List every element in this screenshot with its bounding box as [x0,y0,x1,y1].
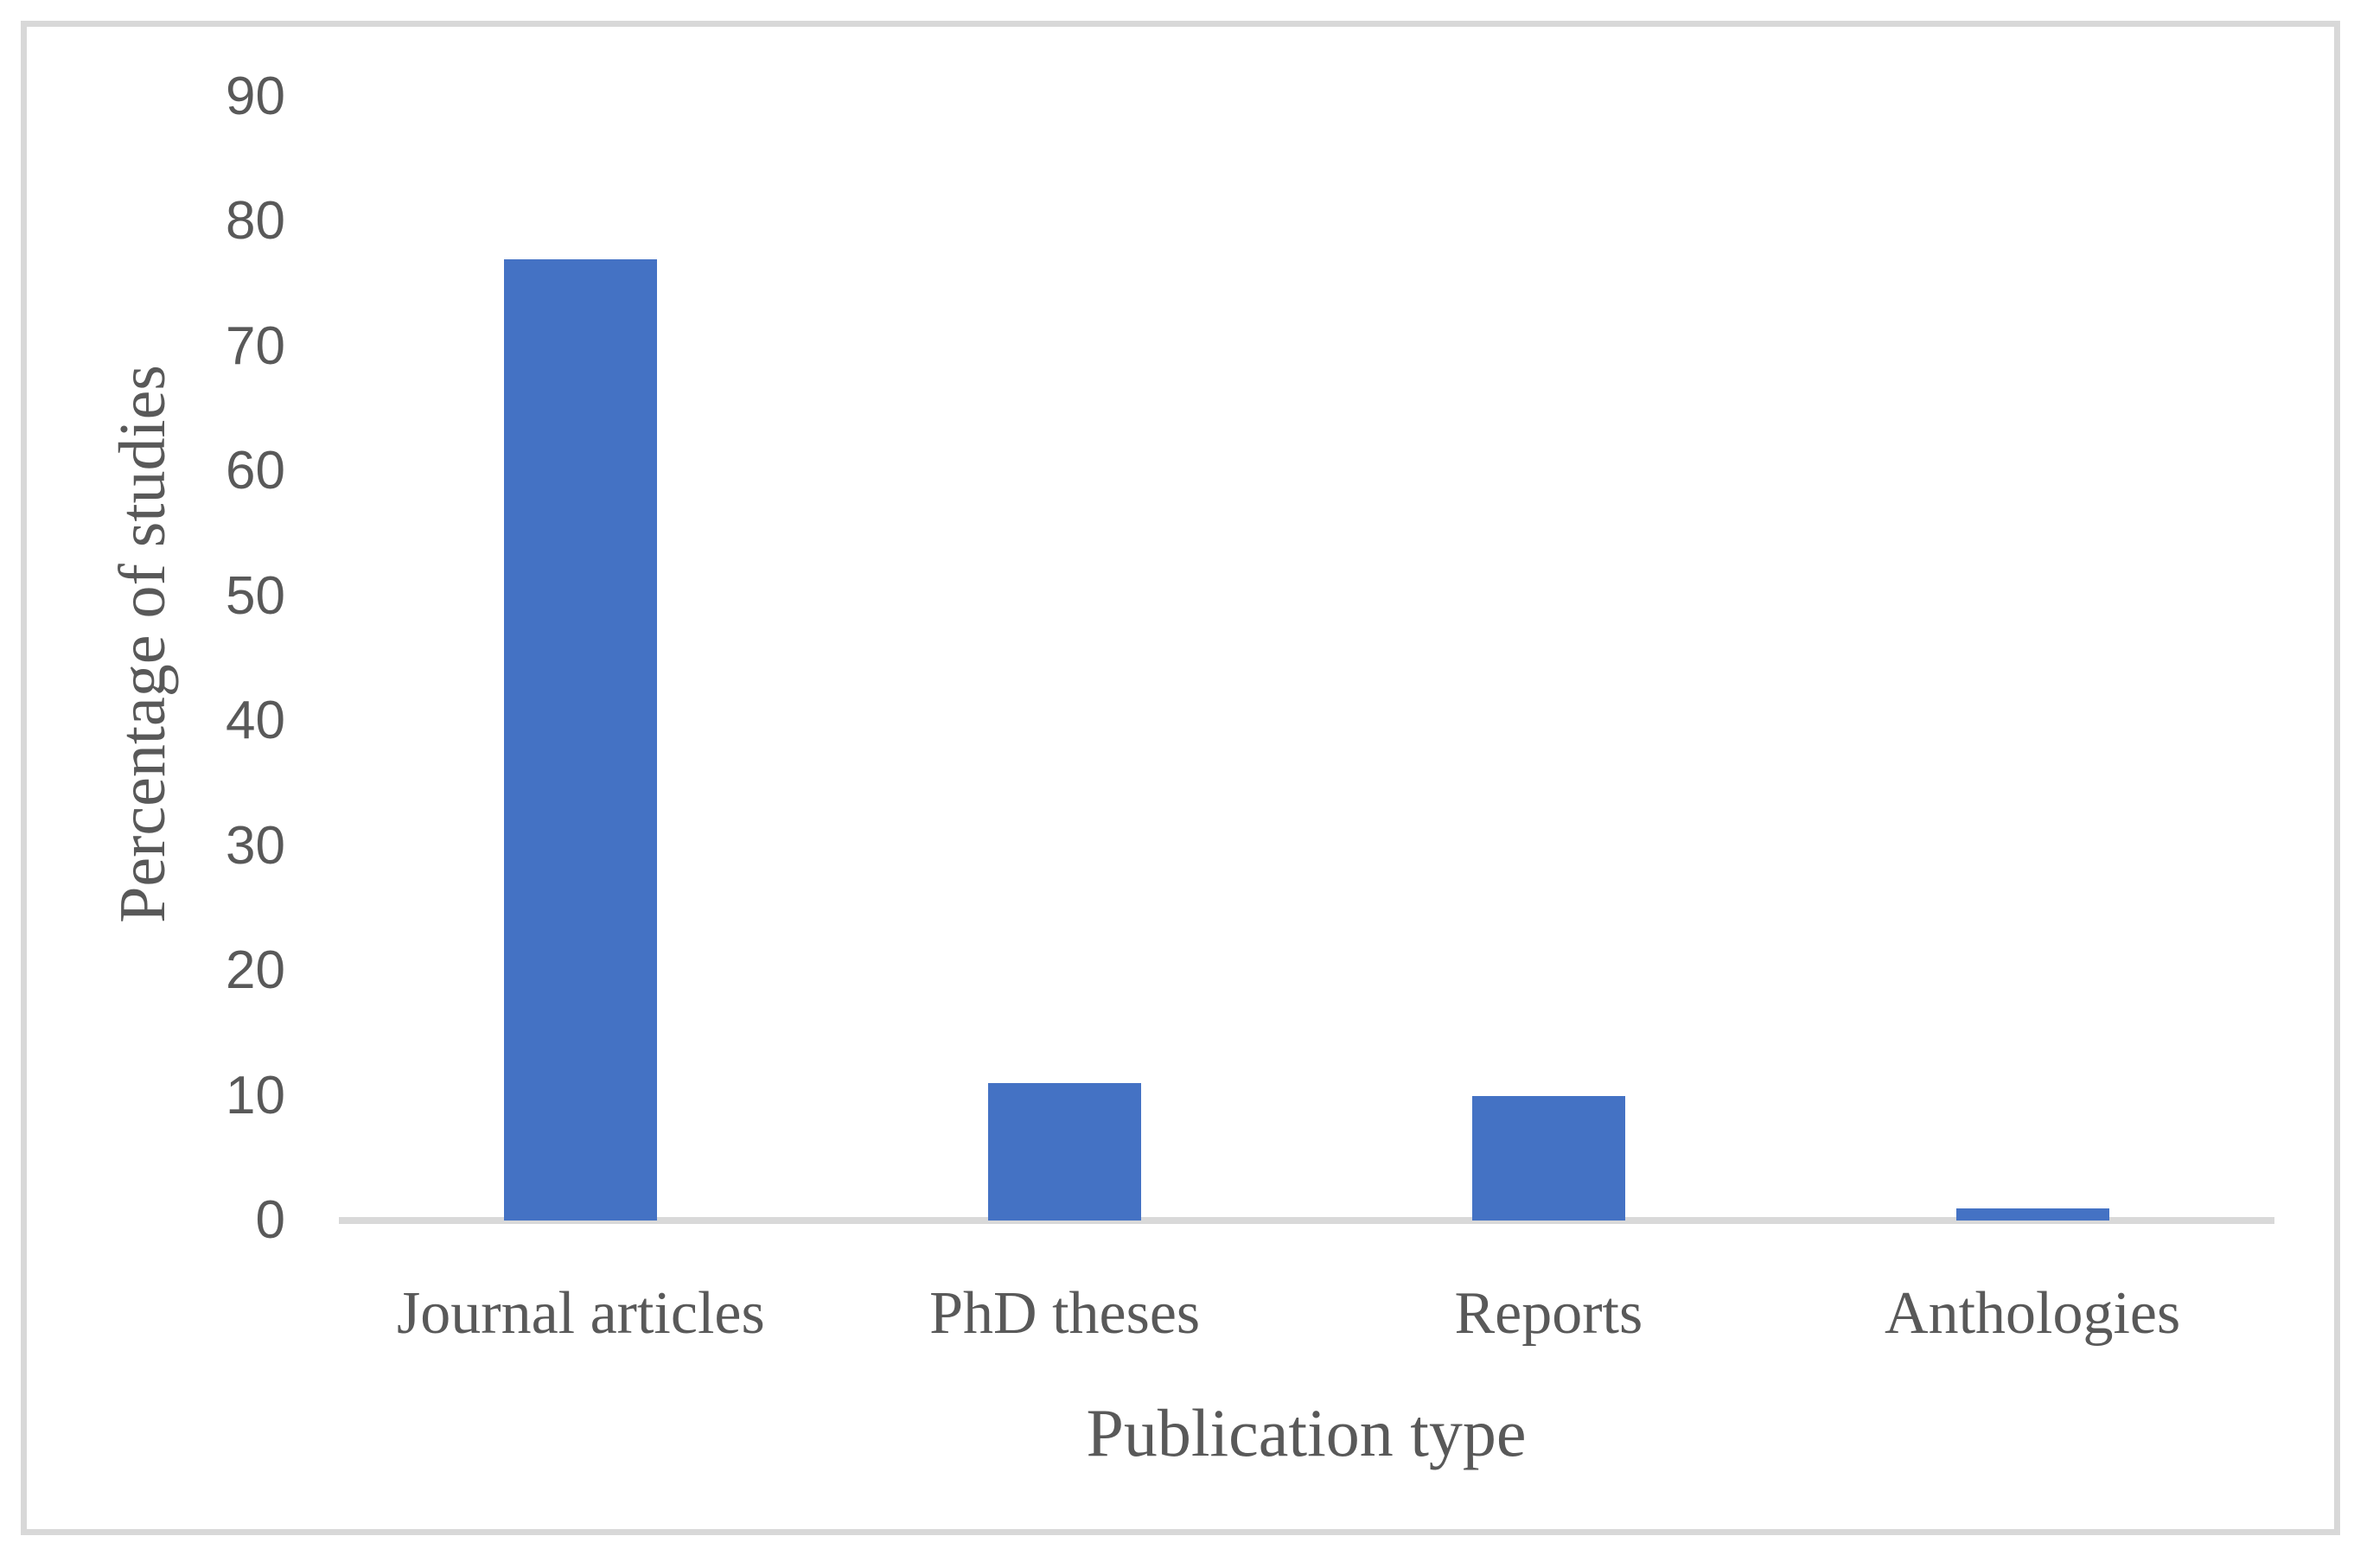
y-tick-label-90: 90 [226,67,285,126]
y-tick-label-80: 80 [226,191,285,252]
x-category-label-journal-articles: Journal articles [397,1280,765,1347]
bar-phd-theses [988,1083,1142,1221]
y-tick-label-60: 60 [226,441,285,501]
x-category-label-phd-theses: PhD theses [929,1280,1201,1347]
bar-reports [1471,1095,1625,1221]
bar-anthologies [1955,1208,2109,1221]
y-tick-label-70: 70 [226,316,285,376]
y-tick-label-30: 30 [226,815,285,876]
x-category-label-reports: Reports [1454,1280,1643,1347]
y-tick-label-40: 40 [226,691,285,751]
bar-journal-articles [504,258,658,1221]
y-tick-label-20: 20 [226,940,285,1001]
x-category-label-anthologies: Anthologies [1885,1280,2181,1347]
y-tick-label-10: 10 [226,1065,285,1125]
x-axis-line [339,1217,2274,1224]
chart-outer-frame [21,21,2340,1535]
x-axis-title: Publication type [1086,1395,1527,1470]
y-tick-label-50: 50 [226,565,285,626]
y-tick-label-0: 0 [255,1190,285,1250]
